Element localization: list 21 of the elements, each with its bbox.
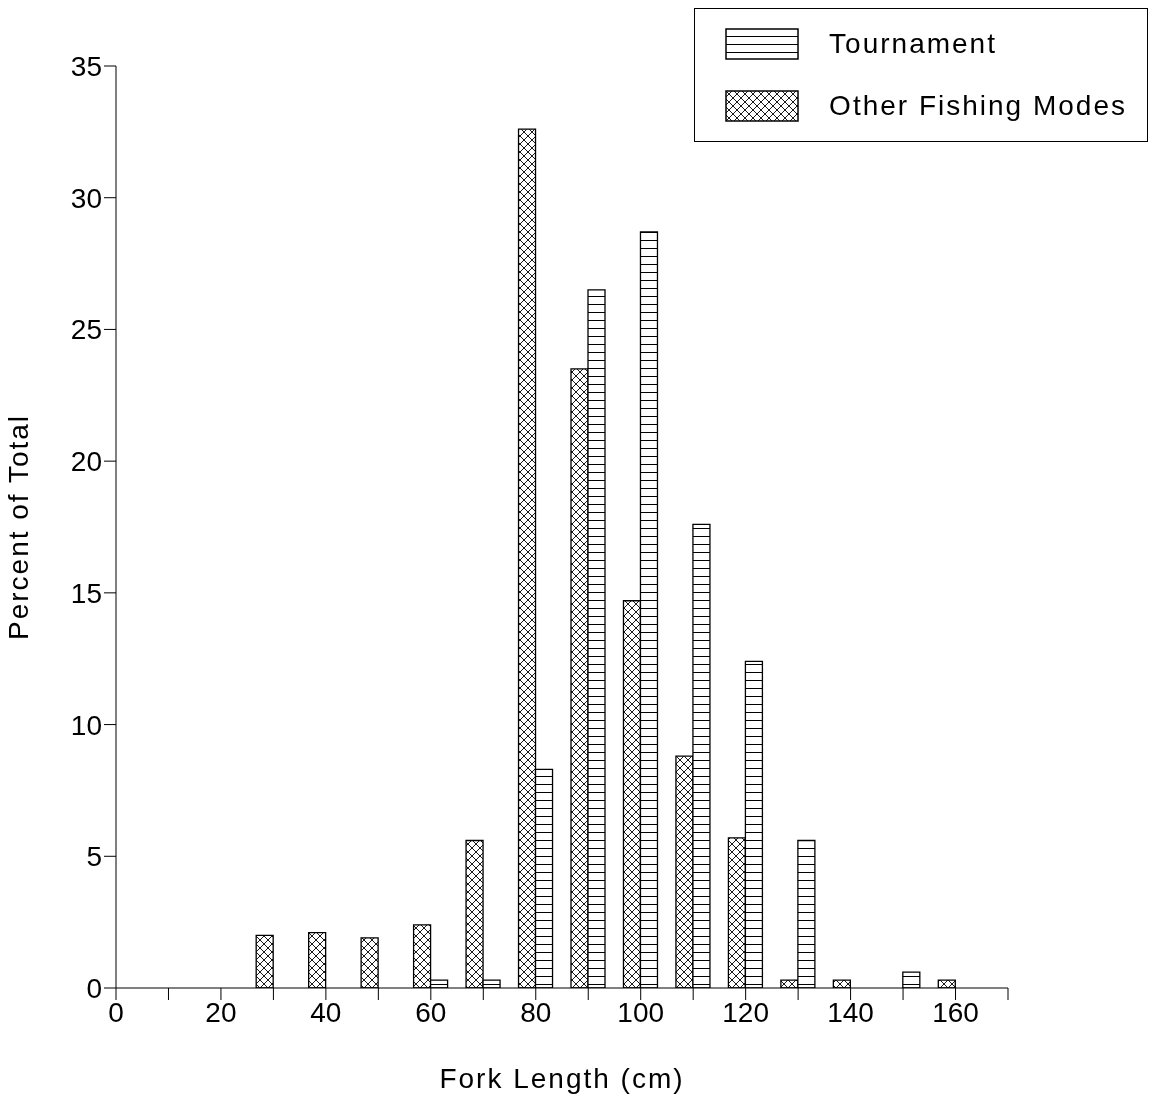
y-axis-title: Percent of Total (2, 413, 34, 641)
y-tick-label: 30 (70, 182, 102, 214)
x-tick-label: 20 (205, 996, 237, 1028)
x-tick-label: 120 (722, 996, 770, 1028)
y-tick-label: 25 (70, 314, 102, 346)
x-tick-label: 0 (108, 996, 124, 1028)
legend-label: Tournament (829, 28, 997, 60)
x-tick-label: 60 (415, 996, 447, 1028)
x-axis-title: Fork Length (cm) (439, 1063, 685, 1094)
y-tick-label: 35 (70, 50, 102, 82)
x-tick-label: 80 (520, 996, 552, 1028)
y-tick-label: 10 (70, 709, 102, 741)
y-tick-label: 15 (70, 577, 102, 609)
x-tick-label: 140 (827, 996, 874, 1028)
x-tick-label: 160 (932, 996, 979, 1028)
x-tick-label: 40 (310, 996, 342, 1028)
legend-label: Other Fishing Modes (829, 90, 1127, 122)
y-tick-label: 0 (86, 972, 102, 1004)
x-tick-label: 100 (617, 996, 665, 1028)
y-tick-label: 20 (70, 446, 102, 478)
y-tick-label: 5 (86, 841, 102, 873)
